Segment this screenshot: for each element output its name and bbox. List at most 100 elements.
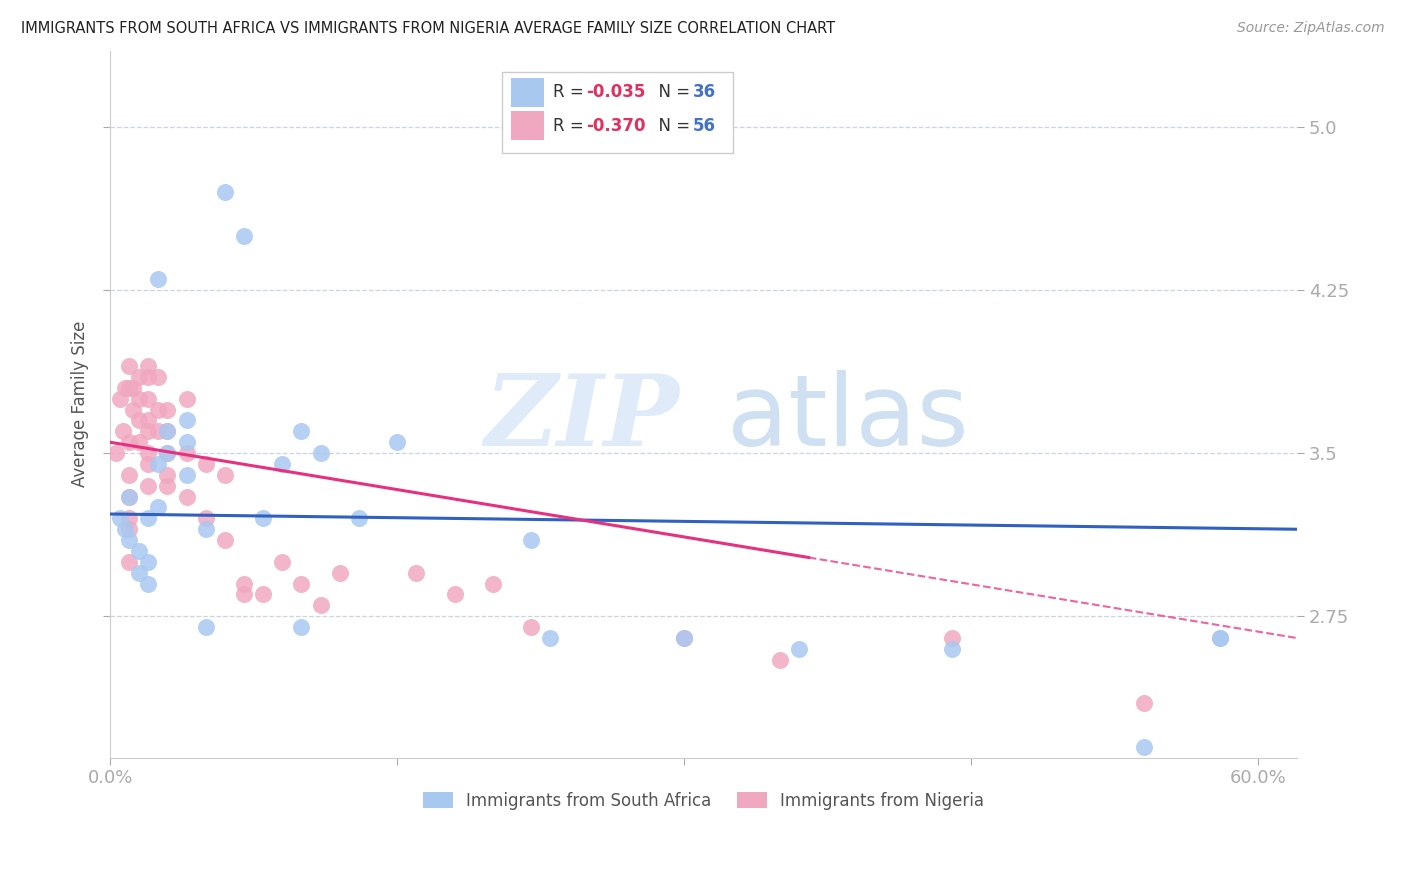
Point	[108, 511, 131, 525]
Point	[252, 511, 274, 525]
Point	[138, 555, 160, 569]
Point	[176, 467, 198, 482]
Point	[138, 479, 160, 493]
Point	[520, 620, 543, 634]
Point	[146, 370, 169, 384]
Point	[290, 620, 312, 634]
Text: R =: R =	[553, 117, 589, 135]
Point	[482, 576, 505, 591]
Point	[146, 500, 169, 515]
Point	[104, 446, 127, 460]
Text: R =: R =	[553, 83, 589, 102]
Text: 36: 36	[693, 83, 716, 102]
Text: 56: 56	[693, 117, 716, 135]
Point	[138, 359, 160, 373]
Text: Source: ZipAtlas.com: Source: ZipAtlas.com	[1237, 21, 1385, 35]
Point	[176, 446, 198, 460]
Text: -0.035: -0.035	[586, 83, 645, 102]
Point	[128, 566, 150, 580]
Point	[138, 370, 160, 384]
Point	[118, 555, 141, 569]
Text: IMMIGRANTS FROM SOUTH AFRICA VS IMMIGRANTS FROM NIGERIA AVERAGE FAMILY SIZE CORR: IMMIGRANTS FROM SOUTH AFRICA VS IMMIGRAN…	[21, 21, 835, 36]
Point	[128, 544, 150, 558]
Text: N =: N =	[648, 117, 695, 135]
Point	[214, 533, 236, 548]
Point	[194, 522, 217, 536]
Point	[309, 446, 332, 460]
Point	[118, 467, 141, 482]
FancyBboxPatch shape	[502, 72, 733, 153]
Point	[118, 511, 141, 525]
Point	[329, 566, 352, 580]
Point	[941, 641, 963, 656]
Point	[769, 653, 792, 667]
Point	[309, 599, 332, 613]
Point	[194, 457, 217, 471]
Point	[138, 446, 160, 460]
Point	[118, 490, 141, 504]
Point	[538, 631, 561, 645]
FancyBboxPatch shape	[512, 111, 544, 140]
Point	[138, 392, 160, 406]
Point	[176, 435, 198, 450]
Point	[156, 467, 179, 482]
Point	[233, 228, 256, 243]
Point	[252, 587, 274, 601]
Point	[128, 392, 150, 406]
Point	[405, 566, 427, 580]
Point	[156, 479, 179, 493]
Point	[118, 490, 141, 504]
Point	[176, 392, 198, 406]
Point	[233, 587, 256, 601]
Point	[290, 576, 312, 591]
Point	[1132, 739, 1154, 754]
Point	[114, 522, 136, 536]
Text: N =: N =	[648, 83, 695, 102]
Point	[156, 425, 179, 439]
Point	[118, 533, 141, 548]
Point	[233, 576, 256, 591]
Point	[108, 392, 131, 406]
Point	[146, 457, 169, 471]
Point	[118, 359, 141, 373]
Point	[271, 555, 294, 569]
Point	[156, 425, 179, 439]
Text: atlas: atlas	[727, 370, 969, 467]
Point	[118, 522, 141, 536]
Point	[118, 381, 141, 395]
Point	[290, 425, 312, 439]
Point	[156, 446, 179, 460]
Point	[128, 435, 150, 450]
Point	[385, 435, 408, 450]
Point	[138, 457, 160, 471]
Point	[138, 425, 160, 439]
Point	[176, 490, 198, 504]
Point	[146, 402, 169, 417]
Point	[138, 413, 160, 427]
Point	[114, 381, 136, 395]
Point	[156, 446, 179, 460]
Point	[673, 631, 696, 645]
Point	[138, 511, 160, 525]
Point	[146, 425, 169, 439]
Point	[1132, 696, 1154, 710]
Point	[138, 576, 160, 591]
Point	[128, 413, 150, 427]
Point	[118, 435, 141, 450]
Point	[347, 511, 370, 525]
Point	[1209, 631, 1232, 645]
FancyBboxPatch shape	[512, 78, 544, 107]
Point	[520, 533, 543, 548]
Point	[443, 587, 465, 601]
Point	[122, 402, 145, 417]
Point	[941, 631, 963, 645]
Y-axis label: Average Family Size: Average Family Size	[72, 321, 89, 487]
Legend: Immigrants from South Africa, Immigrants from Nigeria: Immigrants from South Africa, Immigrants…	[416, 785, 991, 816]
Text: -0.370: -0.370	[586, 117, 645, 135]
Point	[194, 511, 217, 525]
Point	[146, 272, 169, 286]
Point	[214, 467, 236, 482]
Point	[214, 185, 236, 199]
Text: ZIP: ZIP	[485, 370, 679, 467]
Point	[271, 457, 294, 471]
